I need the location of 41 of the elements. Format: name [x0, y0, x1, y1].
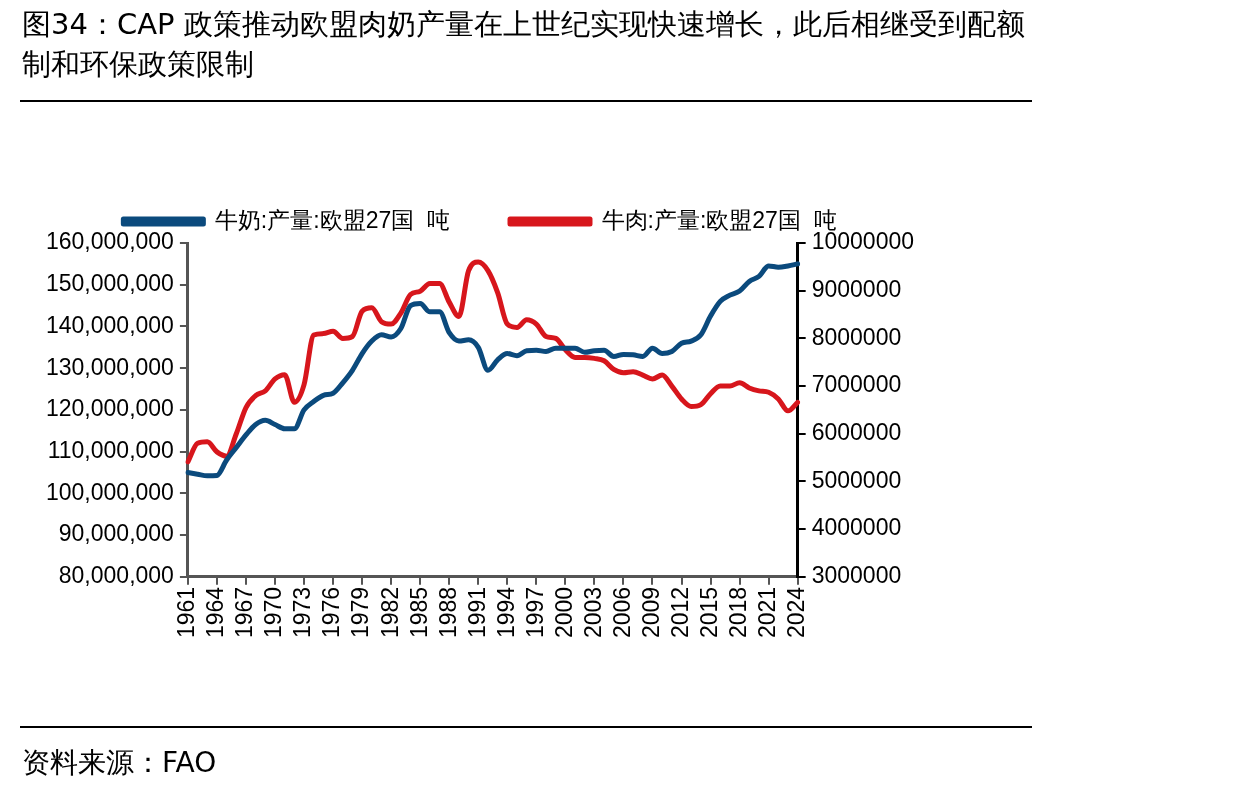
y2-tick-label: 7000000	[811, 371, 902, 398]
y-tick-label: 160,000,000	[46, 228, 174, 255]
y-tick-label: 150,000,000	[46, 270, 174, 297]
chart-title: 图34：CAP 政策推动欧盟肉奶产量在上世纪实现快速增长，此后相继受到配额制和环保政策限制	[22, 6, 1026, 83]
x-tick-label: 2006	[608, 586, 635, 639]
x-tick-label: 1976	[318, 586, 345, 639]
x-tick-label: 1994	[492, 586, 519, 639]
x-tick-label: 2015	[695, 586, 722, 639]
x-tick-label: 1961	[173, 586, 200, 639]
y-tick-label: 120,000,000	[46, 395, 174, 422]
x-tick-label: 1970	[260, 586, 287, 639]
x-tick-label: 1979	[347, 586, 374, 639]
y-tick-label: 100,000,000	[46, 478, 174, 505]
x-tick-label: 2021	[753, 586, 780, 639]
x-tick-label: 2012	[666, 586, 693, 639]
y2-tick-label: 6000000	[811, 419, 902, 446]
x-tick-label: 1988	[434, 586, 461, 639]
y2-tick-label: 9000000	[811, 276, 902, 303]
text: 资料来源：FAO	[22, 745, 217, 781]
x-tick-label: 2003	[579, 586, 606, 639]
y2-tick-label: 3000000	[811, 562, 902, 589]
x-tick-label: 1973	[289, 586, 316, 639]
y-tick-label: 110,000,000	[47, 436, 174, 463]
x-tick-label: 2000	[550, 586, 577, 639]
x-tick-label: 1964	[202, 586, 229, 639]
y-tick-label: 140,000,000	[46, 311, 174, 338]
y2-tick-label: 5000000	[811, 466, 902, 493]
legend-label: 牛奶:产量:欧盟27国 吨	[214, 206, 451, 233]
y2-tick-label: 4000000	[811, 514, 902, 541]
y-tick-label: 90,000,000	[58, 520, 174, 547]
x-tick-label: 1991	[463, 586, 490, 639]
x-tick-label: 2018	[724, 586, 751, 639]
x-tick-label: 1982	[376, 586, 403, 639]
x-tick-label: 1997	[521, 586, 548, 639]
x-tick-label: 2024	[783, 586, 810, 639]
x-tick-label: 1985	[405, 586, 432, 639]
y-tick-label: 130,000,000	[46, 353, 174, 380]
x-tick-label: 2009	[637, 586, 664, 639]
x-tick-label: 1967	[231, 586, 258, 639]
y-tick-label: 80,000,000	[58, 562, 174, 589]
y2-tick-label: 8000000	[811, 323, 902, 350]
